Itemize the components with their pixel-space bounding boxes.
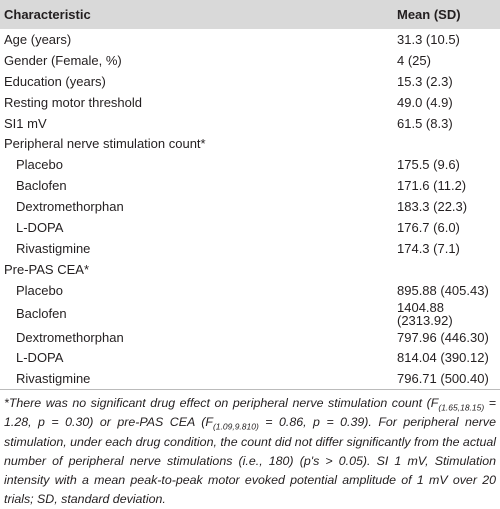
table-row: Rivastigmine 174.3 (7.1): [0, 238, 500, 259]
footnote: *There was no significant drug effect on…: [0, 390, 500, 509]
header-cell: Mean (SD): [393, 0, 500, 29]
row-label: L-DOPA: [16, 219, 64, 235]
row-label: Rivastigmine: [16, 240, 91, 256]
table-row: SI1 mV 61.5 (8.3): [0, 113, 500, 134]
row-value: 814.04 (390.12): [397, 350, 489, 366]
row-label: SI1 mV: [4, 115, 47, 131]
row-label: Baclofen: [16, 178, 67, 194]
row-label: Rivastigmine: [0, 368, 393, 391]
row-label: Placebo: [16, 157, 63, 173]
row-label: Resting motor threshold: [4, 94, 143, 110]
table-row: Resting motor threshold 49.0 (4.9): [0, 92, 500, 113]
row-value: 31.3 (10.5): [397, 31, 460, 47]
row-value: 797.96 (446.30): [397, 329, 489, 345]
table-row: Dextromethorphan 797.96 (446.30): [0, 327, 500, 348]
footnote-subscript: (1.09,9.810): [212, 421, 259, 432]
row-value: 1404.88 (2313.92): [397, 299, 453, 328]
row-label: Placebo: [16, 282, 63, 298]
table-row: Gender (Female, %) 4 (25): [0, 50, 500, 71]
group-label: Pre-PAS CEA*: [4, 261, 90, 277]
table-row: Age (years) 31.3 (10.5): [0, 29, 500, 50]
row-label: Education (years): [4, 73, 106, 89]
table: Characteristic Mean (SD) Age (years) 31.3…: [0, 0, 500, 391]
row-label: Dextromethorphan: [16, 329, 124, 345]
table-row: L-DOPA 814.04 (390.12): [0, 347, 500, 368]
row-label: Dextromethorphan: [16, 199, 124, 215]
table-row: Placebo 895.88 (405.43): [0, 280, 500, 301]
row-value: 796.71 (500.40): [393, 368, 500, 391]
table-row: Baclofen 1404.88 (2313.92): [0, 301, 500, 327]
table-row: L-DOPA 176.7 (6.0): [0, 217, 500, 238]
row-value: 4 (25): [397, 52, 431, 68]
row-value: 175.5 (9.6): [397, 157, 460, 173]
table-body: Age (years) 31.3 (10.5) Gender (Female, %)…: [0, 29, 500, 391]
row-label: L-DOPA: [16, 350, 64, 366]
group-label: Peripheral nerve stimulation count*: [4, 136, 206, 152]
row-value: 895.88 (405.43): [397, 282, 489, 298]
table-row: Rivastigmine 796.71 (500.40): [0, 368, 500, 391]
row-value: 176.7 (6.0): [397, 219, 460, 235]
header-row: Characteristic Mean (SD): [0, 0, 500, 29]
row-value: 15.3 (2.3): [397, 73, 453, 89]
row-value: 61.5 (8.3): [397, 115, 453, 131]
row-label: Baclofen: [16, 306, 67, 322]
header-cell: Characteristic: [0, 0, 393, 29]
row-value: 174.3 (7.1): [397, 240, 460, 256]
table-row: Education (years) 15.3 (2.3): [0, 71, 500, 92]
footnote-text: *There was no significant drug effect on…: [4, 396, 439, 411]
group-row: Peripheral nerve stimulation count*: [0, 133, 500, 154]
footnote-text: = 1.28, p = 0.30) or pre-PAS CEA (F: [4, 396, 496, 430]
table-header: Characteristic Mean (SD): [0, 0, 500, 29]
row-value: 49.0 (4.9): [397, 94, 453, 110]
table-row: Placebo 175.5 (9.6): [0, 154, 500, 175]
row-value: 171.6 (11.2): [397, 178, 467, 194]
row-label: Gender (Female, %): [4, 52, 122, 68]
table-row: Baclofen 171.6 (11.2): [0, 175, 500, 196]
row-value: 183.3 (22.3): [397, 199, 468, 215]
table-row: Dextromethorphan 183.3 (22.3): [0, 196, 500, 217]
footnote-subscript: (1.65,18.15): [438, 402, 485, 413]
group-row: Pre-PAS CEA*: [0, 259, 500, 280]
row-label: Age (years): [4, 31, 72, 47]
